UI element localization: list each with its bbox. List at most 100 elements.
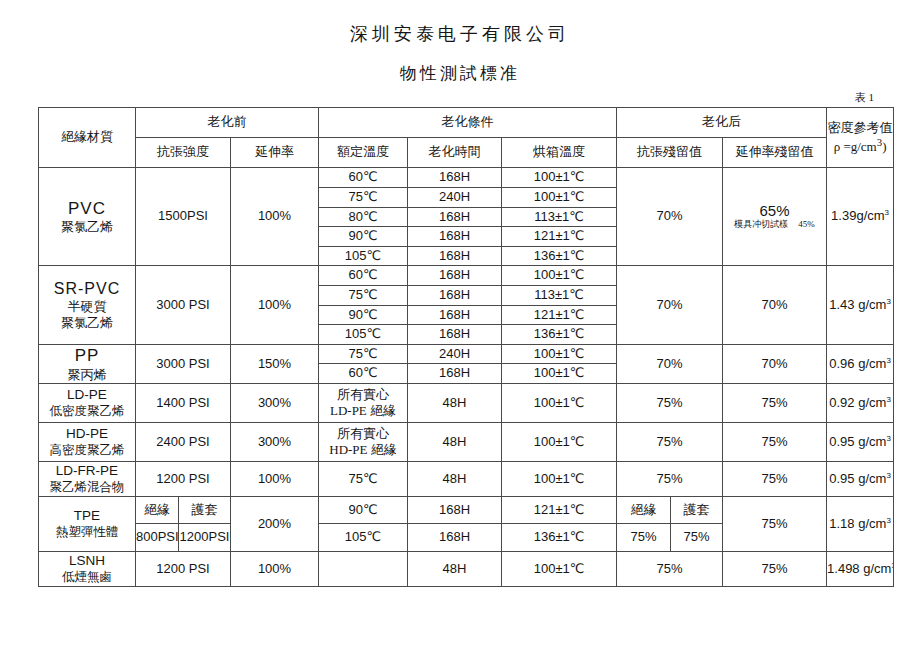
lsnh-tensile-residual: 75% xyxy=(617,552,723,587)
pvc-oven-2: 113±1℃ xyxy=(502,208,617,227)
table-row-ldpe: LD-PE 低密度聚乙烯 1400 PSI 300% 所有實心 LD-PE 絕緣… xyxy=(39,384,894,423)
ldfrpe-oven: 100±1℃ xyxy=(502,462,617,497)
lsnh-elongation: 100% xyxy=(231,552,319,587)
material-ldpe: LD-PE 低密度聚乙烯 xyxy=(39,384,136,423)
header-density-line1: 密度參考值 xyxy=(827,120,893,136)
hdpe-time: 48H xyxy=(408,423,502,462)
tpe-elongation: 200% xyxy=(231,497,319,552)
header-density-line2: ρ =g/cm3) xyxy=(827,136,893,156)
srpvc-temp-1: 75℃ xyxy=(319,286,408,306)
header-rated-temp: 額定溫度 xyxy=(319,138,408,168)
pvc-temp-1: 75℃ xyxy=(319,188,408,208)
hdpe-tensile-residual: 75% xyxy=(617,423,723,462)
tpe-elongation-residual: 75% xyxy=(723,497,827,552)
srpvc-density: 1.43 g/cm3 xyxy=(827,266,894,345)
table-row-ldfrpe: LD-FR-PE 聚乙烯混合物 1200 PSI 100% 75℃ 48H 10… xyxy=(39,462,894,497)
srpvc-time-0: 168H xyxy=(408,266,502,286)
material-srpvc: SR-PVC 半硬質 聚氯乙烯 xyxy=(39,266,136,345)
srpvc-tensile: 3000 PSI xyxy=(136,266,231,345)
material-tpe: TPE 熱塑彈性體 xyxy=(39,497,136,552)
ldpe-density: 0.92 g/cm3 xyxy=(827,384,894,423)
table-row-lsnh: LSNH 低煙無鹵 1200 PSI 100% 48H 100±1℃ 75% 7… xyxy=(39,552,894,587)
tpe-temp-1: 105℃ xyxy=(319,524,408,552)
ldpe-rated-temp: 所有實心 LD-PE 絕緣 xyxy=(319,384,408,423)
lsnh-tensile: 1200 PSI xyxy=(136,552,231,587)
material-hdpe: HD-PE 高密度聚乙烯 xyxy=(39,423,136,462)
tpe-temp-0: 90℃ xyxy=(319,497,408,524)
hdpe-oven: 100±1℃ xyxy=(502,423,617,462)
lsnh-density: 1.498 g/cm3 xyxy=(827,552,894,587)
table-row-pp-1: PP 聚丙烯 3000 PSI 150% 75℃ 240H 100±1℃ 70%… xyxy=(39,345,894,364)
tpe-tensile-sub-jacket: 護套 xyxy=(179,497,231,524)
pp-time-1: 168H xyxy=(408,364,502,384)
pvc-time-3: 168H xyxy=(408,227,502,247)
srpvc-oven-1: 113±1℃ xyxy=(502,286,617,306)
lsnh-elongation-residual: 75% xyxy=(723,552,827,587)
pvc-temp-4: 105℃ xyxy=(319,247,408,266)
tpe-residual-val-insulation: 75% xyxy=(617,524,671,552)
ldpe-elongation: 300% xyxy=(231,384,319,423)
material-ldfrpe: LD-FR-PE 聚乙烯混合物 xyxy=(39,462,136,497)
pvc-temp-3: 90℃ xyxy=(319,227,408,247)
header-density-reference: 密度參考值 ρ =g/cm3) xyxy=(827,108,894,168)
ldpe-tensile: 1400 PSI xyxy=(136,384,231,423)
tpe-residual-val-jacket: 75% xyxy=(671,524,723,552)
hdpe-rated-temp: 所有實心 HD-PE 絕緣 xyxy=(319,423,408,462)
srpvc-oven-0: 100±1℃ xyxy=(502,266,617,286)
header-material: 絕緣材質 xyxy=(39,108,136,168)
srpvc-temp-2: 90℃ xyxy=(319,306,408,325)
header-oven-temp: 烘箱溫度 xyxy=(502,138,617,168)
header-row-groups: 絕緣材質 老化前 老化條件 老化后 密度參考值 ρ =g/cm3) xyxy=(39,108,894,138)
table-row-hdpe: HD-PE 高密度聚乙烯 2400 PSI 300% 所有實心 HD-PE 絕緣… xyxy=(39,423,894,462)
pvc-time-0: 168H xyxy=(408,168,502,188)
ldpe-tensile-residual: 75% xyxy=(617,384,723,423)
header-elongation-residual: 延伸率殘留值 xyxy=(723,138,827,168)
header-aging-conditions: 老化條件 xyxy=(319,108,617,138)
tpe-tensile-val-jacket: 1200PSI xyxy=(179,524,231,552)
srpvc-oven-3: 136±1℃ xyxy=(502,325,617,345)
srpvc-temp-3: 105℃ xyxy=(319,325,408,345)
pvc-elongation: 100% xyxy=(231,168,319,266)
srpvc-time-2: 168H xyxy=(408,306,502,325)
tpe-residual-sub-insulation: 絕緣 xyxy=(617,497,671,524)
pvc-residual-note: 模具冲切試樣45% xyxy=(723,220,826,230)
hdpe-elongation: 300% xyxy=(231,423,319,462)
header-elongation: 延伸率 xyxy=(231,138,319,168)
company-title: 深圳安泰电子有限公司 xyxy=(0,22,920,46)
pp-elongation-residual: 70% xyxy=(723,345,827,384)
pp-temp-1: 60℃ xyxy=(319,364,408,384)
lsnh-oven: 100±1℃ xyxy=(502,552,617,587)
table-row-pvc-1: PVC 聚氯乙烯 1500PSI 100% 60℃ 168H 100±1℃ 70… xyxy=(39,168,894,188)
pvc-time-4: 168H xyxy=(408,247,502,266)
header-row-columns: 抗張強度 延伸率 額定溫度 老化時間 烘箱溫度 抗張殘留值 延伸率殘留值 xyxy=(39,138,894,168)
ldpe-time: 48H xyxy=(408,384,502,423)
pvc-oven-1: 100±1℃ xyxy=(502,188,617,208)
pvc-density: 1.39g/cm3 xyxy=(827,168,894,266)
tpe-time-1: 168H xyxy=(408,524,502,552)
pvc-temp-2: 80℃ xyxy=(319,208,408,227)
header-before-aging: 老化前 xyxy=(136,108,319,138)
pvc-tensile-residual: 70% xyxy=(617,168,723,266)
tpe-tensile-val-insulation: 800PSI xyxy=(136,524,179,552)
header-after-aging: 老化后 xyxy=(617,108,827,138)
tpe-oven-0: 121±1℃ xyxy=(502,497,617,524)
header-tensile-residual: 抗張殘留值 xyxy=(617,138,723,168)
pvc-time-1: 240H xyxy=(408,188,502,208)
hdpe-density: 0.95 g/cm3 xyxy=(827,423,894,462)
header-aging-time: 老化時間 xyxy=(408,138,502,168)
tpe-density: 1.18 g/cm3 xyxy=(827,497,894,552)
pp-elongation: 150% xyxy=(231,345,319,384)
document-title: 物性測試標准 xyxy=(0,62,920,85)
ldpe-oven: 100±1℃ xyxy=(502,384,617,423)
pvc-oven-0: 100±1℃ xyxy=(502,168,617,188)
pvc-tensile: 1500PSI xyxy=(136,168,231,266)
table-caption: 表 1 xyxy=(855,90,874,105)
material-pp: PP 聚丙烯 xyxy=(39,345,136,384)
ldfrpe-rated-temp: 75℃ xyxy=(319,462,408,497)
ldfrpe-density: 0.95 g/cm3 xyxy=(827,462,894,497)
hdpe-tensile: 2400 PSI xyxy=(136,423,231,462)
pp-time-0: 240H xyxy=(408,345,502,364)
header-tensile-strength: 抗張強度 xyxy=(136,138,231,168)
pp-oven-1: 100±1℃ xyxy=(502,364,617,384)
table-row-tpe-1: TPE 熱塑彈性體 絕緣 護套 200% 90℃ 168H 121±1℃ 絕緣 … xyxy=(39,497,894,524)
